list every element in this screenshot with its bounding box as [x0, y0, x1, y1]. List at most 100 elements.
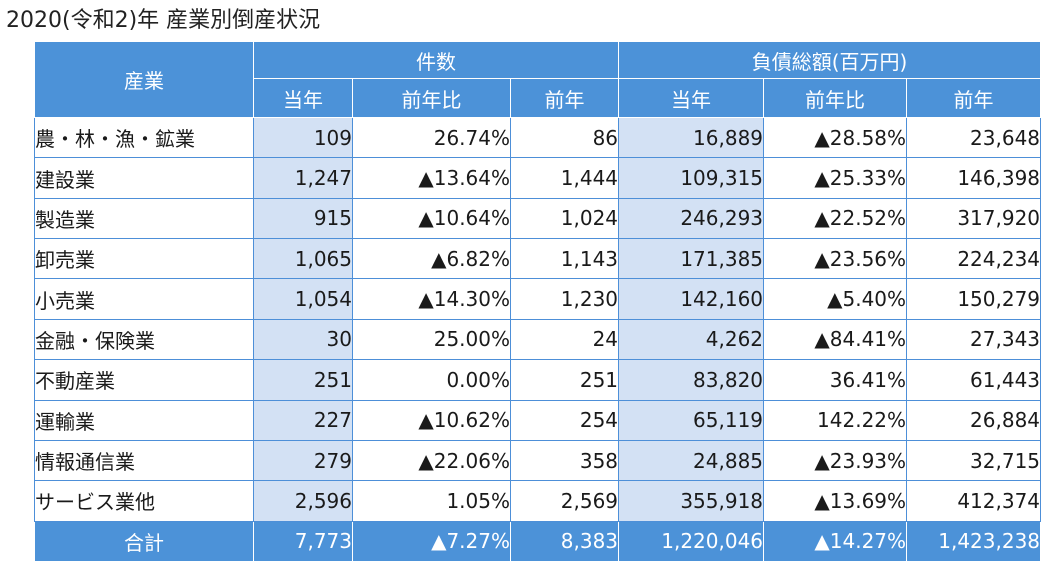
cell-industry: 卸売業: [34, 238, 254, 280]
cell-debt-yoy: ▲25.33%: [763, 157, 908, 199]
cell-debt-yoy: ▲5.40%: [763, 278, 908, 320]
cell-industry: 小売業: [34, 278, 254, 320]
cell-count-current: 109: [253, 116, 353, 159]
cell-debt-yoy: ▲14.27%: [763, 520, 908, 562]
header-group-count: 件数: [252, 41, 620, 79]
cell-count-previous: 1,143: [509, 238, 620, 280]
table-row: 運輸業 227 ▲10.62% 254 65,119 142.22% 26,884: [34, 399, 1042, 441]
cell-debt-yoy: ▲13.69%: [763, 480, 908, 522]
header-count-previous: 前年: [509, 78, 620, 118]
cell-industry: 金融・保険業: [34, 318, 254, 361]
cell-count-yoy: ▲22.06%: [352, 439, 511, 482]
header-industry: 産業: [34, 41, 254, 118]
cell-debt-previous: 26,884: [906, 399, 1042, 441]
cell-debt-yoy: 36.41%: [763, 359, 908, 401]
cell-debt-previous: 412,374: [906, 480, 1042, 522]
cell-count-current: 1,247: [253, 157, 353, 199]
cell-count-previous: 24: [509, 318, 620, 361]
cell-debt-previous: 23,648: [906, 116, 1042, 159]
cell-count-yoy: 0.00%: [352, 359, 511, 401]
cell-debt-previous: 150,279: [906, 278, 1042, 320]
cell-debt-current: 4,262: [618, 318, 765, 361]
cell-count-previous: 2,569: [509, 480, 620, 522]
cell-count-current: 30: [253, 318, 353, 361]
cell-count-current: 915: [253, 197, 353, 240]
cell-industry: 合計: [34, 520, 254, 562]
cell-industry: 情報通信業: [34, 439, 254, 482]
cell-industry: 不動産業: [34, 359, 254, 401]
bankruptcy-table: 産業 件数 負債総額(百万円) 当年 前年比 前年 当年 前年比 前年 農・林・…: [34, 41, 1042, 562]
page-title: 2020(令和2)年 産業別倒産状況: [6, 8, 321, 33]
cell-debt-previous: 317,920: [906, 197, 1042, 240]
cell-count-current: 279: [253, 439, 353, 482]
cell-debt-previous: 1,423,238: [906, 520, 1042, 562]
cell-debt-current: 1,220,046: [618, 520, 765, 562]
total-row: 合計 7,773 ▲7.27% 8,383 1,220,046 ▲14.27% 1,423,…: [34, 520, 1042, 562]
cell-debt-previous: 224,234: [906, 238, 1042, 280]
cell-debt-previous: 146,398: [906, 157, 1042, 199]
cell-count-previous: 251: [509, 359, 620, 401]
cell-count-yoy: ▲10.64%: [352, 197, 511, 240]
cell-debt-current: 109,315: [618, 157, 765, 199]
cell-count-previous: 358: [509, 439, 620, 482]
cell-industry: サービス業他: [34, 480, 254, 522]
cell-count-yoy: ▲14.30%: [352, 278, 511, 320]
table-row: 情報通信業 279 ▲22.06% 358 24,885 ▲23.93% 32,715: [34, 439, 1042, 482]
header-group-debt: 負債総額(百万円): [618, 41, 1042, 79]
cell-count-previous: 86: [509, 116, 620, 159]
cell-debt-yoy: ▲84.41%: [763, 318, 908, 361]
cell-debt-current: 16,889: [618, 116, 765, 159]
header-row-group: 産業 件数 負債総額(百万円): [34, 41, 1042, 118]
cell-debt-current: 355,918: [618, 480, 765, 522]
header-count-current: 当年: [253, 78, 353, 118]
cell-count-previous: 1,024: [509, 197, 620, 240]
cell-count-yoy: ▲13.64%: [352, 157, 511, 199]
table-row: 農・林・漁・鉱業 109 26.74% 86 16,889 ▲28.58% 23,648: [34, 116, 1042, 159]
cell-count-yoy: ▲6.82%: [352, 238, 511, 280]
cell-debt-current: 171,385: [618, 238, 765, 280]
cell-debt-yoy: ▲23.56%: [763, 238, 908, 280]
cell-count-previous: 1,230: [509, 278, 620, 320]
table-row: 金融・保険業 30 25.00% 24 4,262 ▲84.41% 27,343: [34, 318, 1042, 361]
cell-debt-current: 142,160: [618, 278, 765, 320]
cell-debt-current: 246,293: [618, 197, 765, 240]
cell-industry: 建設業: [34, 157, 254, 199]
cell-debt-previous: 32,715: [906, 439, 1042, 482]
cell-count-current: 1,065: [253, 238, 353, 280]
cell-debt-current: 83,820: [618, 359, 765, 401]
table-row: 製造業 915 ▲10.64% 1,024 246,293 ▲22.52% 317,920: [34, 197, 1042, 240]
cell-count-current: 1,054: [253, 278, 353, 320]
cell-count-yoy: ▲7.27%: [352, 520, 511, 562]
cell-count-previous: 8,383: [509, 520, 620, 562]
cell-industry: 農・林・漁・鉱業: [34, 116, 254, 159]
cell-count-yoy: 25.00%: [352, 318, 511, 361]
cell-count-previous: 254: [509, 399, 620, 441]
table-row: 卸売業 1,065 ▲6.82% 1,143 171,385 ▲23.56% 224,234: [34, 238, 1042, 280]
table-row: 建設業 1,247 ▲13.64% 1,444 109,315 ▲25.33% 146,39…: [34, 157, 1042, 199]
cell-debt-current: 65,119: [618, 399, 765, 441]
cell-industry: 製造業: [34, 197, 254, 240]
cell-count-current: 227: [253, 399, 353, 441]
table-body: 農・林・漁・鉱業 109 26.74% 86 16,889 ▲28.58% 23,648 建設…: [34, 116, 1042, 562]
header-debt-yoy: 前年比: [763, 78, 908, 118]
cell-count-current: 2,596: [253, 480, 353, 522]
cell-count-previous: 1,444: [509, 157, 620, 199]
cell-count-current: 7,773: [253, 520, 353, 562]
cell-count-yoy: ▲10.62%: [352, 399, 511, 441]
header-debt-previous: 前年: [906, 78, 1042, 118]
cell-count-yoy: 26.74%: [352, 116, 511, 159]
cell-count-yoy: 1.05%: [352, 480, 511, 522]
cell-debt-previous: 27,343: [906, 318, 1042, 361]
table-row: サービス業他 2,596 1.05% 2,569 355,918 ▲13.69% 412,3…: [34, 480, 1042, 522]
header-debt-current: 当年: [618, 78, 765, 118]
cell-debt-yoy: ▲22.52%: [763, 197, 908, 240]
cell-debt-yoy: ▲28.58%: [763, 116, 908, 159]
cell-debt-previous: 61,443: [906, 359, 1042, 401]
table-row: 不動産業 251 0.00% 251 83,820 36.41% 61,443: [34, 359, 1042, 401]
cell-debt-current: 24,885: [618, 439, 765, 482]
header-row-sub: 当年 前年比 前年 当年 前年比 前年: [35, 78, 1042, 118]
header-count-yoy: 前年比: [352, 78, 511, 118]
cell-count-current: 251: [253, 359, 353, 401]
cell-industry: 運輸業: [34, 399, 254, 441]
cell-debt-yoy: 142.22%: [763, 399, 908, 441]
